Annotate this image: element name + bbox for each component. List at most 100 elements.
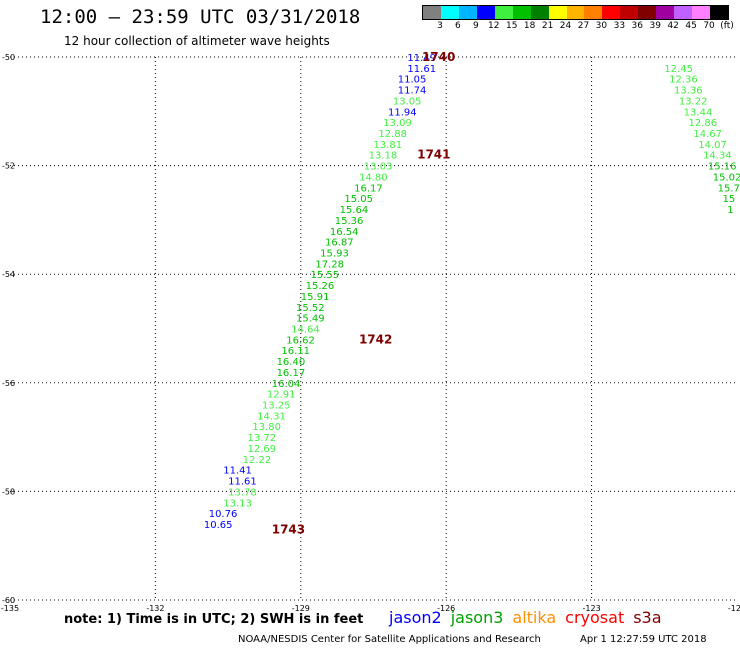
wave-height-value: 15.26 xyxy=(306,281,335,292)
wave-height-value: 11.41 xyxy=(223,466,252,477)
scale-label: 12 xyxy=(488,21,500,31)
wave-height-value: 15.91 xyxy=(301,292,330,303)
generated-timestamp: Apr 1 12:27:59 UTC 2018 xyxy=(580,634,707,645)
scale-swatch xyxy=(638,6,657,19)
map-subtitle: 12 hour collection of altimeter wave hei… xyxy=(64,34,330,48)
color-scale-labels: 3 6 9 12 15 18 21 24 27 30 33 36 39 42 45 70 (ft) xyxy=(422,20,734,32)
wave-height-value: 11.61 xyxy=(228,477,257,488)
longitude-label: -123 xyxy=(583,604,601,613)
color-scale-swatches xyxy=(422,5,729,20)
wave-height-value: 15.55 xyxy=(310,270,339,281)
scale-label: 39 xyxy=(649,21,661,31)
wave-height-value: 12.88 xyxy=(378,129,407,140)
scale-label: 24 xyxy=(559,21,572,31)
wave-height-value: 12.69 xyxy=(247,444,276,455)
wave-height-value: 1 xyxy=(727,205,733,216)
wave-height-value: 13.09 xyxy=(383,118,412,129)
pass-time-label: 1741 xyxy=(417,148,450,162)
latitude-label: -60 xyxy=(2,596,15,605)
scale-label: 45 xyxy=(685,21,697,31)
wave-height-value: 15.36 xyxy=(335,216,364,227)
wave-height-value: 12.22 xyxy=(243,455,272,466)
longitude-label: -126 xyxy=(437,604,455,613)
wave-height-value: 13.72 xyxy=(247,433,276,444)
wave-height-value: 15.52 xyxy=(296,303,325,314)
wave-height-value: 13.22 xyxy=(679,96,708,107)
scale-label: 33 xyxy=(613,21,626,31)
latitude-label: -58 xyxy=(2,487,15,496)
scale-label: 6 xyxy=(455,21,461,31)
scale-swatch xyxy=(566,6,585,19)
wave-height-value: 13.13 xyxy=(223,498,252,509)
wave-height-value: 15.02 xyxy=(713,172,740,183)
scale-label: 30 xyxy=(595,21,608,31)
wave-height-value: 13.78 xyxy=(228,487,257,498)
credit-line: NOAA/NESDIS Center for Satellite Applica… xyxy=(238,634,541,645)
longitude-label: -132 xyxy=(146,604,164,613)
wave-height-value: 15 xyxy=(722,194,735,205)
map-axes: -50 -52 -54 -56 -58 -60-135 -132 -129 -126 -123 -1… xyxy=(1,53,740,613)
scale-swatch xyxy=(620,6,639,19)
wave-height-value: 11.05 xyxy=(398,75,427,86)
wave-height-value: 16.17 xyxy=(277,368,306,379)
wave-height-value: 12.86 xyxy=(689,118,718,129)
pass-time-label: 1740 xyxy=(422,50,455,64)
wave-height-value: 16.40 xyxy=(277,357,306,368)
wave-height-value: 13.81 xyxy=(374,140,403,151)
latitude-label: -54 xyxy=(2,270,15,279)
scale-label: 15 xyxy=(505,21,518,31)
wave-height-value: 13.44 xyxy=(684,107,713,118)
wave-height-value: 13.05 xyxy=(393,96,422,107)
wave-height-readings: 11.4911.6111.0511.7413.0511.9413.0912.88… xyxy=(204,53,740,531)
wave-height-value: 16.17 xyxy=(354,183,383,194)
scale-swatch xyxy=(494,6,513,19)
wave-height-value: 14.64 xyxy=(291,325,320,336)
wave-height-value: 10.65 xyxy=(204,520,233,531)
scale-swatch xyxy=(440,6,459,19)
wave-height-value: 16.87 xyxy=(325,238,354,249)
wave-height-value: 13.36 xyxy=(674,86,703,97)
wave-height-value: 14.80 xyxy=(359,172,388,183)
scale-swatch xyxy=(423,6,441,19)
longitude-label: -120 xyxy=(728,604,740,613)
wave-height-value: 14.07 xyxy=(698,140,727,151)
scale-swatch xyxy=(458,6,477,19)
scale-swatch xyxy=(656,6,675,19)
scale-label: 70 xyxy=(703,21,715,31)
wave-height-value: 16.54 xyxy=(330,227,359,238)
scale-swatch xyxy=(584,6,603,19)
map-note: note: 1) Time is in UTC; 2) SWH is in fe… xyxy=(64,612,364,627)
pass-time-label: 1742 xyxy=(359,332,392,346)
wave-height-value: 13.25 xyxy=(262,401,291,412)
wave-height-value: 17.28 xyxy=(315,259,344,270)
legend-jason3: jason3 xyxy=(450,608,504,627)
wave-height-value: 15.93 xyxy=(320,248,349,259)
legend-jason2: jason2 xyxy=(389,608,442,627)
latitude-label: -52 xyxy=(2,162,15,171)
wave-height-value: 11.74 xyxy=(398,86,427,97)
wave-height-value: 13.80 xyxy=(252,422,281,433)
scale-label: 9 xyxy=(472,21,479,31)
wave-height-value: 15.49 xyxy=(296,314,325,325)
pass-time-label: 1743 xyxy=(272,522,305,536)
satellite-legend: jason2 jason3 altika cryosat s3a xyxy=(389,608,671,627)
wave-height-value: 14.31 xyxy=(257,411,286,422)
scale-swatch xyxy=(548,6,567,19)
wave-height-value: 11.61 xyxy=(407,64,436,75)
wave-height-value: 11.49 xyxy=(407,53,436,64)
wave-height-value: 11.94 xyxy=(388,107,417,118)
scale-swatch xyxy=(674,6,693,19)
wave-height-color-scale: 3 6 9 12 15 18 21 24 27 30 33 36 39 42 45 70 (ft) xyxy=(422,5,734,32)
longitude-label: -135 xyxy=(1,604,19,613)
satellite-pass-labels: 1740 1741 1742 1743 xyxy=(272,50,456,536)
scale-swatch xyxy=(692,6,710,19)
wave-height-value: 16.04 xyxy=(272,379,301,390)
scale-label: 36 xyxy=(631,21,644,31)
wave-height-value: 12.91 xyxy=(267,390,296,401)
wave-height-value: 13.18 xyxy=(369,151,398,162)
legend-s3a: s3a xyxy=(633,608,662,627)
wave-height-value: 15.16 xyxy=(708,162,737,173)
scale-label: (ft) xyxy=(720,21,734,31)
map-grid xyxy=(10,56,737,601)
